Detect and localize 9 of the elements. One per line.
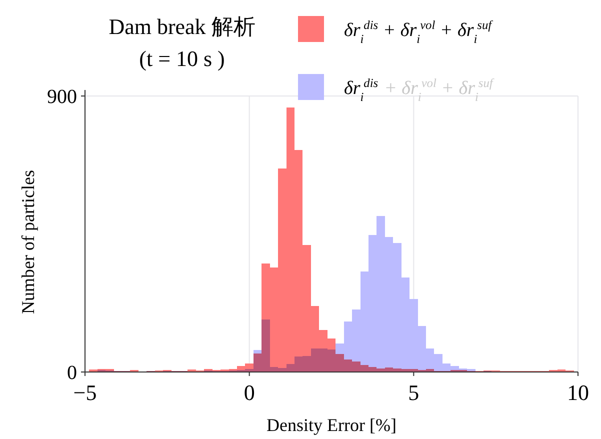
x-tick-label: 10 <box>567 380 589 405</box>
x-tick-label: 0 <box>244 380 255 405</box>
chart-subtitle: (t = 10 s ) <box>139 46 225 71</box>
chart-title: Dam break 解析 <box>108 14 256 39</box>
y-tick-label: 900 <box>47 86 77 108</box>
x-tick-label: −5 <box>73 380 97 405</box>
x-tick-label: 5 <box>408 380 420 405</box>
x-axis-title: Density Error [%] <box>266 415 396 435</box>
y-axis-title: Number of particles <box>18 170 38 314</box>
